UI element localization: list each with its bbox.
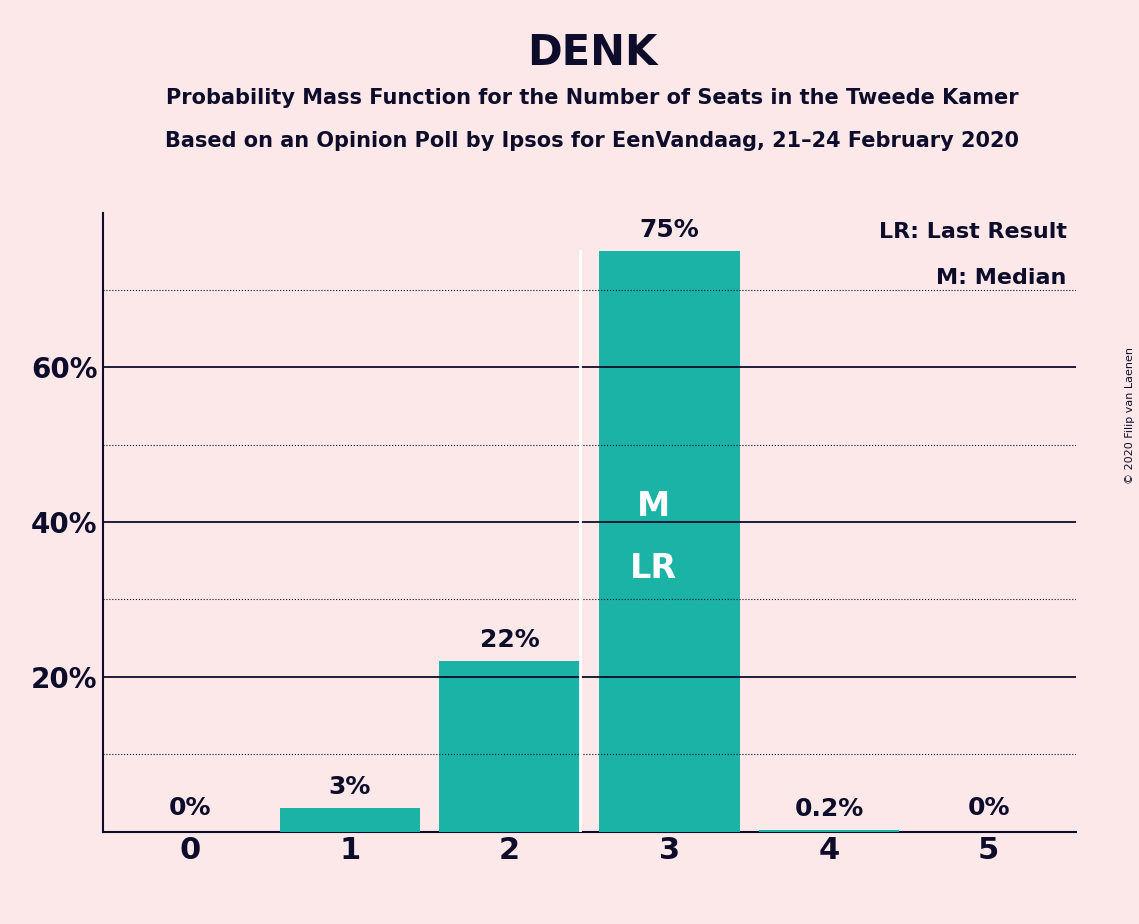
Text: 0.2%: 0.2% (794, 796, 863, 821)
Text: © 2020 Filip van Laenen: © 2020 Filip van Laenen (1125, 347, 1134, 484)
Text: 75%: 75% (639, 218, 699, 242)
Text: M: Median: M: Median (936, 268, 1066, 288)
Text: LR: LR (630, 552, 677, 585)
Text: LR: Last Result: LR: Last Result (878, 222, 1066, 242)
Bar (599, 251, 739, 832)
Bar (759, 830, 899, 832)
Bar (440, 662, 580, 832)
Text: M: M (637, 490, 670, 523)
Text: DENK: DENK (527, 32, 657, 74)
Text: 0%: 0% (967, 796, 1010, 820)
Text: 22%: 22% (480, 628, 540, 652)
Text: 0%: 0% (169, 796, 212, 820)
Text: 3%: 3% (329, 775, 371, 799)
Text: Based on an Opinion Poll by Ipsos for EenVandaag, 21–24 February 2020: Based on an Opinion Poll by Ipsos for Ee… (165, 131, 1019, 152)
Text: Probability Mass Function for the Number of Seats in the Tweede Kamer: Probability Mass Function for the Number… (166, 88, 1018, 108)
Bar (280, 808, 420, 832)
